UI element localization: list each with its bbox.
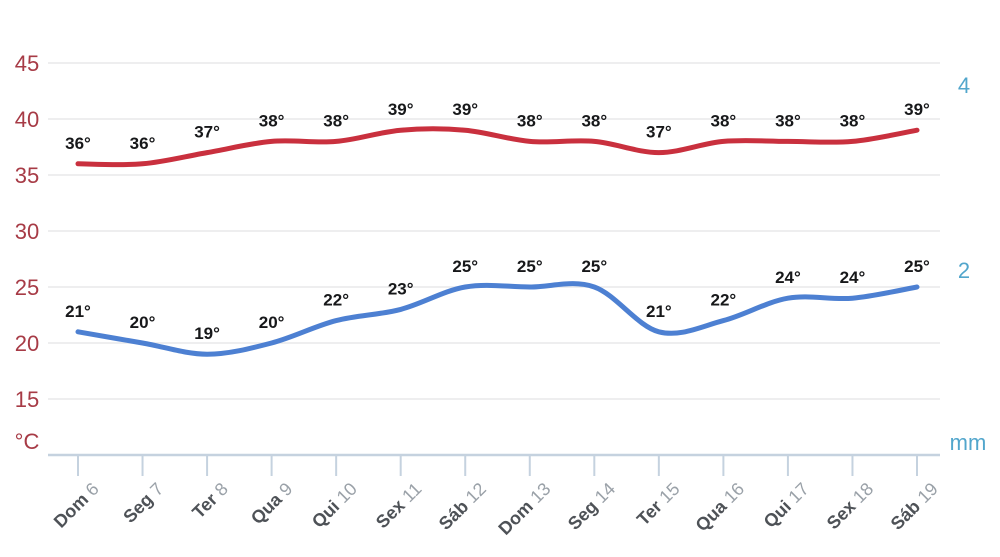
y-axis-left-unit-celsius: °C xyxy=(15,429,40,454)
temperatura-minima-value-label-10: 22° xyxy=(711,291,737,310)
data-labels-temperatura-minima: 21° 20° 19° 20° 22° 23° 25° 25° 25° 21° 22° 24° 24° 2… xyxy=(65,257,930,343)
y-axis-left-label-45: 45 xyxy=(15,51,39,76)
x-axis-label-sex-11: Sex 11 xyxy=(372,479,426,533)
temperatura-maxima-value-label-9: 37° xyxy=(646,123,672,142)
gridlines xyxy=(48,62,940,400)
temperatura-maxima-value-label-1: 36° xyxy=(130,134,156,153)
temperatura-maxima-value-label-4: 38° xyxy=(323,111,349,130)
temperatura-minima-value-label-11: 24° xyxy=(775,268,801,287)
temperatura-minima-value-label-4: 22° xyxy=(323,291,349,310)
y-axis-left-label-40: 40 xyxy=(15,107,39,132)
x-axis-label-ter-8: Ter 8 xyxy=(188,479,232,523)
x-axis-label-qui-17: Qui 17 xyxy=(760,479,813,532)
x-axis-label-sab-19: Sáb 19 xyxy=(887,479,942,534)
temperatura-minima-value-label-5: 23° xyxy=(388,279,414,298)
temperatura-maxima-value-label-10: 38° xyxy=(711,111,737,130)
temperatura-maxima-value-label-0: 36° xyxy=(65,134,91,153)
temperatura-maxima-value-label-2: 37° xyxy=(194,123,220,142)
x-axis-label-dom-6: Dom 6 xyxy=(50,479,103,532)
y-axis-left-label-25: 25 xyxy=(15,275,39,300)
y-axis-right: 4 2 mm xyxy=(950,73,987,455)
x-axis-label-qua-9: Qua 9 xyxy=(247,479,297,529)
y-axis-left: 45 40 35 30 25 20 15 °C xyxy=(15,51,40,454)
x-axis-label-ter-15: Ter 15 xyxy=(633,479,684,530)
series-temperatura-minima xyxy=(75,281,920,357)
x-axis xyxy=(48,453,940,476)
temperatura-minima-value-label-2: 19° xyxy=(194,324,220,343)
temperatura-minima-line xyxy=(75,281,920,357)
y-axis-left-label-30: 30 xyxy=(15,219,39,244)
y-axis-right-label-4: 4 xyxy=(958,73,970,98)
y-axis-left-label-15: 15 xyxy=(15,387,39,412)
x-axis-label-sex-18: Sex 18 xyxy=(823,479,877,533)
series-temperatura-maxima xyxy=(75,126,920,168)
temperatura-minima-value-label-1: 20° xyxy=(130,313,156,332)
temperatura-maxima-value-label-6: 39° xyxy=(452,100,478,119)
temperatura-minima-value-label-0: 21° xyxy=(65,302,91,321)
temperatura-minima-value-label-12: 24° xyxy=(840,268,866,287)
temperatura-maxima-value-label-3: 38° xyxy=(259,111,285,130)
x-axis-label-seg-7: Seg 7 xyxy=(119,479,167,527)
y-axis-right-unit-mm: mm xyxy=(950,430,987,455)
temperatura-minima-value-label-7: 25° xyxy=(517,257,543,276)
x-axis-label-dom-13: Dom 13 xyxy=(494,479,554,539)
temperatura-maxima-value-label-8: 38° xyxy=(581,111,607,130)
y-axis-left-label-35: 35 xyxy=(15,163,39,188)
temperatura-minima-value-label-13: 25° xyxy=(904,257,930,276)
temperatura-minima-value-label-8: 25° xyxy=(581,257,607,276)
temperatura-minima-value-label-3: 20° xyxy=(259,313,285,332)
x-axis-label-qui-10: Qui 10 xyxy=(308,479,361,532)
temperatura-maxima-value-label-12: 38° xyxy=(840,111,866,130)
temperatura-maxima-line xyxy=(75,126,920,168)
y-axis-right-label-2: 2 xyxy=(958,258,970,283)
x-axis-label-qua-16: Qua 16 xyxy=(692,479,749,536)
temperatura-maxima-value-label-7: 38° xyxy=(517,111,543,130)
data-labels-temperatura-maxima: 36° 36° 37° 38° 38° 39° 39° 38° 38° 37° 38° 38° 38° 3… xyxy=(65,100,930,153)
temperatura-minima-value-label-9: 21° xyxy=(646,302,672,321)
temperatura-minima-value-label-6: 25° xyxy=(452,257,478,276)
x-axis-label-seg-14: Seg 14 xyxy=(564,479,619,534)
y-axis-left-label-20: 20 xyxy=(15,331,39,356)
temperatura-maxima-value-label-5: 39° xyxy=(388,100,414,119)
temperatura-maxima-value-label-13: 39° xyxy=(904,100,930,119)
x-axis-label-sab-12: Sáb 12 xyxy=(435,479,490,534)
temperatura-maxima-value-label-11: 38° xyxy=(775,111,801,130)
